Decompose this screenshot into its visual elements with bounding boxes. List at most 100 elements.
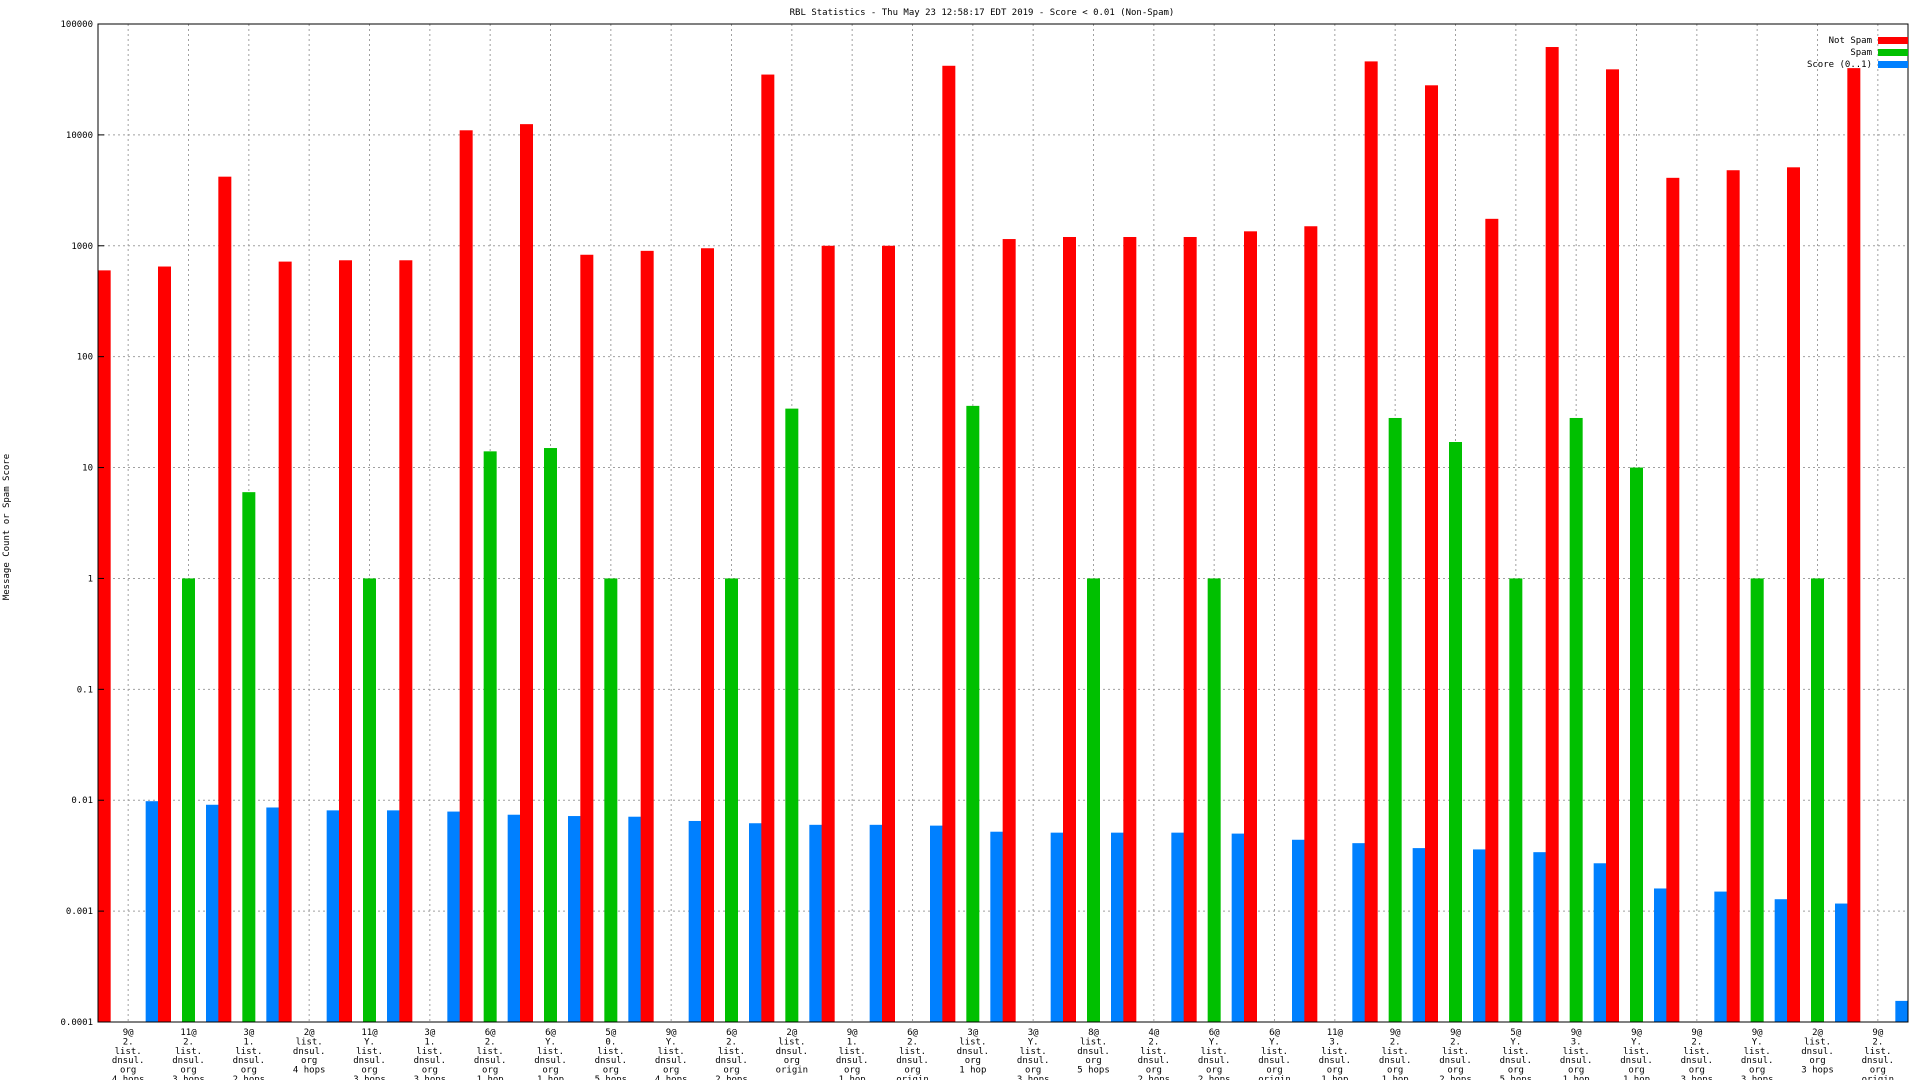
bar-spam (544, 448, 557, 1022)
bar-not-spam (1304, 226, 1318, 1022)
bar-not-spam (942, 65, 956, 1022)
y-tick-label: 0.01 (71, 796, 93, 806)
y-tick-label: 1000 (71, 242, 93, 252)
bar-spam (1207, 578, 1221, 1022)
bar-score-0-1 (387, 810, 400, 1022)
bar-not-spam (158, 266, 171, 1022)
bar-score-0-1 (447, 811, 461, 1022)
bar-score-0-1 (1714, 891, 1728, 1022)
x-tick-label: 6@ Y. list. dnsul. org 2 hops (1198, 1028, 1231, 1080)
bar-not-spam (1847, 68, 1861, 1022)
y-tick-labels: 0.0001 0.001 0.01 0.1 1 10 100 1000 10000 100000 (60, 20, 93, 1028)
bar-not-spam (1002, 239, 1016, 1022)
bar-not-spam (97, 270, 111, 1023)
x-tick-label: 3@ 1. list. dnsul. org 3 hops (414, 1028, 447, 1080)
bar-score-0-1 (266, 807, 280, 1022)
legend-label: Spam (1850, 48, 1872, 58)
plot-frame (97, 23, 1909, 1023)
bar-spam (966, 405, 980, 1022)
bar-score-0-1 (930, 825, 943, 1022)
bar-score-0-1 (628, 816, 642, 1022)
bar-not-spam (882, 245, 895, 1022)
legend-label: Not Spam (1829, 36, 1872, 46)
legend-label: Score (0..1) (1807, 60, 1872, 70)
x-tick-label: 6@ 2. list. dnsul. org origin (896, 1028, 929, 1080)
bar-score-0-1 (1050, 832, 1064, 1022)
legend: Not Spam Spam Score (0..1) (1807, 36, 1908, 70)
bar-not-spam (1666, 177, 1680, 1023)
bar-score-0-1 (1835, 903, 1848, 1022)
bar-score-0-1 (990, 831, 1004, 1022)
bar-not-spam (1606, 69, 1619, 1023)
x-tick-label: 9@ 3. list. dnsul. org 1 hop (1560, 1028, 1593, 1080)
bar-score-0-1 (1654, 888, 1667, 1022)
bar-not-spam (1063, 236, 1076, 1023)
x-tick-label: 8@ list. dnsul. org 5 hops (1077, 1028, 1110, 1076)
bar-score-0-1 (1292, 839, 1305, 1022)
y-tick-label: 0.1 (77, 685, 93, 695)
x-tick-label: 9@ Y. list. dnsul. org 4 hops (655, 1028, 688, 1080)
x-tick-label: 4@ 2. list. dnsul. org 2 hops (1138, 1028, 1171, 1080)
bar-spam (1811, 578, 1824, 1022)
legend-swatch (1878, 37, 1908, 44)
y-tick-label: 100000 (60, 20, 93, 30)
bar-score-0-1 (1171, 832, 1185, 1022)
bar-score-0-1 (1231, 833, 1245, 1022)
x-tick-labels: 9@ 2. list. dnsul. org 4 hops 11@ 2. list. dnsul.… (112, 1028, 1894, 1080)
axes (97, 23, 1909, 1023)
x-tick-label: 6@ Y. list. dnsul. org 1 hop (534, 1028, 567, 1080)
bars (97, 47, 1909, 1023)
bar-spam (1509, 578, 1523, 1022)
bar-spam (182, 578, 195, 1022)
bar-score-0-1 (1533, 852, 1547, 1022)
x-tick-label: 9@ 1. list. dnsul. org 1 hop (836, 1028, 869, 1080)
bar-score-0-1 (1352, 843, 1366, 1022)
y-tick-label: 10 (82, 464, 93, 474)
y-axis-label: Message Count or Spam Score (2, 454, 12, 600)
bar-score-0-1 (809, 824, 823, 1022)
bar-score-0-1 (1111, 832, 1124, 1022)
x-tick-label: 9@ Y. list. dnsul. org 1 hop (1620, 1028, 1653, 1080)
bar-not-spam (218, 176, 232, 1022)
x-tick-label: 5@ Y. list. dnsul. org 5 hops (1500, 1028, 1533, 1080)
bar-not-spam (1244, 231, 1257, 1023)
bar-score-0-1 (568, 816, 581, 1022)
bar-not-spam (1726, 170, 1740, 1022)
x-tick-label: 5@ 0. list. dnsul. org 5 hops (595, 1028, 628, 1080)
x-tick-label: 3@ 1. list. dnsul. org 2 hops (233, 1028, 266, 1080)
bar-spam (483, 451, 497, 1023)
y-tick-label: 0.0001 (60, 1018, 93, 1028)
bar-not-spam (1123, 236, 1137, 1023)
bar-spam (785, 408, 799, 1022)
bar-score-0-1 (326, 810, 340, 1022)
x-tick-label: 6@ 2. list. dnsul. org 1 hop (474, 1028, 507, 1080)
x-tick-label: 9@ 2. list. dnsul. org 1 hop (1379, 1028, 1412, 1080)
bar-spam (363, 578, 376, 1022)
bar-not-spam (580, 254, 594, 1023)
bar-spam (1569, 417, 1583, 1022)
x-tick-label: 9@ 2. list. dnsul. org origin (1862, 1028, 1895, 1080)
bar-spam (1449, 442, 1462, 1022)
bar-score-0-1 (1593, 863, 1607, 1022)
x-tick-label: 11@ 2. list. dnsul. org 3 hops (172, 1028, 205, 1080)
bar-spam (242, 492, 256, 1022)
bar-not-spam (1364, 61, 1378, 1022)
bar-spam (725, 578, 738, 1022)
bar-not-spam (278, 261, 292, 1022)
bar-spam (1750, 578, 1764, 1022)
x-tick-label: 3@ list. dnsul. org 1 hop (957, 1028, 990, 1076)
chart-title: RBL Statistics - Thu May 23 12:58:17 EDT… (790, 8, 1175, 18)
y-tick-label: 0.001 (66, 907, 93, 917)
y-tick-label: 10000 (66, 131, 93, 141)
x-tick-label: 11@ Y. list. dnsul. org 3 hops (353, 1028, 386, 1080)
bar-not-spam (701, 248, 714, 1022)
x-tick-label: 2@ list. dnsul. org origin (776, 1028, 809, 1076)
x-tick-label: 9@ 2. list. dnsul. org 4 hops (112, 1028, 145, 1080)
x-tick-label: 6@ 2. list. dnsul. org 2 hops (715, 1028, 748, 1080)
bar-score-0-1 (1473, 849, 1486, 1022)
bar-not-spam (761, 74, 775, 1022)
bar-score-0-1 (869, 824, 883, 1022)
x-tick-label: 2@ list. dnsul. org 4 hops (293, 1028, 326, 1076)
bar-spam (1630, 467, 1643, 1022)
